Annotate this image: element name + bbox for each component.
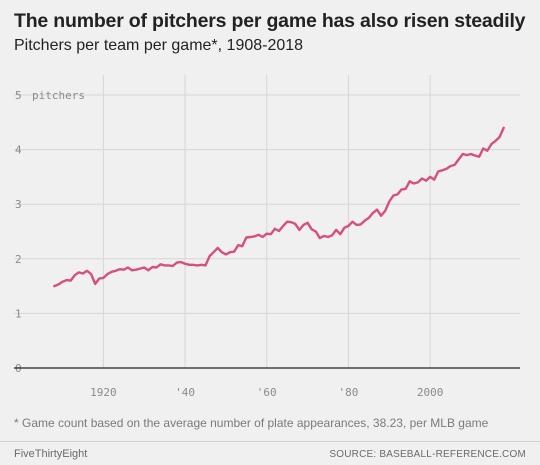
brand-logo-text: FiveThirtyEight <box>14 448 88 460</box>
x-tick-label: 1920 <box>90 386 117 399</box>
y-tick-label: 3 <box>15 198 22 211</box>
y-tick-label: 1 <box>15 307 22 320</box>
y-tick-label: 2 <box>15 253 22 266</box>
series-line <box>53 126 505 288</box>
y-tick-label: 5 <box>15 89 22 102</box>
footnote: * Game count based on the average number… <box>14 416 489 430</box>
x-tick-label: '60 <box>257 386 277 399</box>
footer-divider <box>0 441 540 442</box>
x-tick-label: 2000 <box>417 386 444 399</box>
y-unit-label: pitchers <box>32 89 85 102</box>
chart-title: The number of pitchers per game has also… <box>14 10 526 32</box>
chart-subtitle: Pitchers per team per game*, 1908-2018 <box>14 37 304 54</box>
source-credit: SOURCE: BASEBALL-REFERENCE.COM <box>329 449 526 460</box>
x-tick-label: '80 <box>339 386 359 399</box>
y-tick-label: 4 <box>15 144 22 157</box>
x-tick-label: '40 <box>175 386 195 399</box>
